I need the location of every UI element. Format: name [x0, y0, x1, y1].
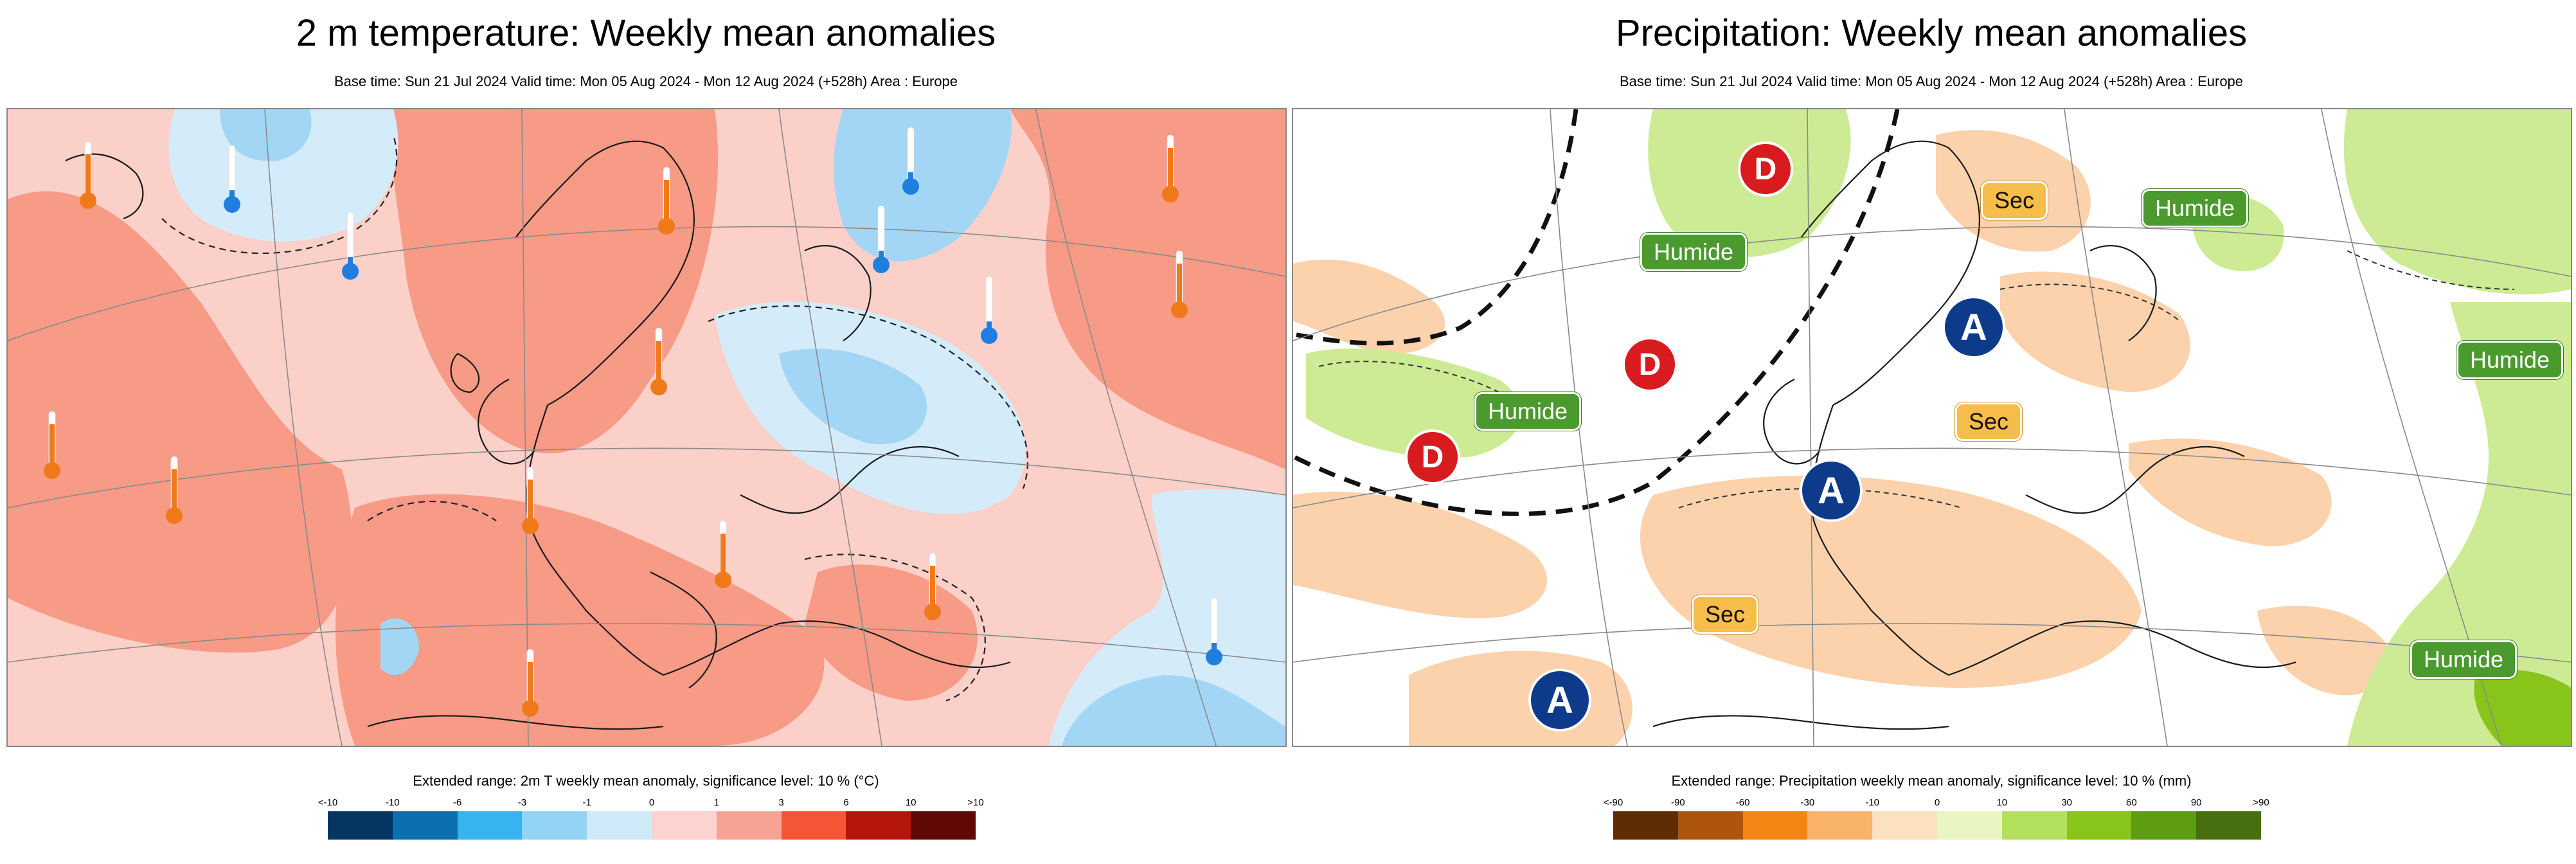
cold-thermometer-icon [981, 276, 997, 344]
legend-swatch [328, 811, 393, 840]
legend-swatch [1936, 811, 2002, 840]
humide-label: Humide [2456, 341, 2564, 379]
warm-thermometer-icon [715, 521, 731, 588]
legend-swatch [2001, 811, 2067, 840]
legend-swatch [1613, 811, 1678, 840]
depression-marker: D [1405, 429, 1460, 485]
warm-thermometer-icon [166, 456, 183, 524]
legend-tick-label: 1 [713, 797, 719, 808]
sec-label: Sec [1981, 181, 2048, 220]
legend-tick-label: 10 [905, 797, 917, 808]
cold-thermometer-icon [1206, 598, 1222, 665]
warm-thermometer-icon [522, 467, 539, 534]
legend-tick-label: 60 [2126, 797, 2137, 808]
legend-tick-label: >90 [2253, 797, 2269, 808]
precipitation-legend: <-90 -90 -60 -30 -10 0 10 30 60 90 >90 [1604, 797, 2269, 842]
warm-thermometer-icon [650, 328, 667, 395]
legend-tick-label: -1 [582, 797, 591, 808]
legend-swatch [846, 811, 911, 840]
temperature-map-svg [8, 109, 1285, 746]
legend-swatch [1742, 811, 1808, 840]
cold-thermometer-icon [224, 145, 240, 213]
sec-label: Sec [1955, 402, 2023, 441]
legend-tick-label: 0 [648, 797, 655, 808]
depression-marker: D [1738, 141, 1793, 197]
legend-swatch [522, 811, 587, 840]
sec-label: Sec [1692, 595, 1759, 634]
temperature-map [6, 108, 1287, 747]
legend-swatch [1872, 811, 1937, 840]
legend-swatch [2066, 811, 2132, 840]
humide-label: Humide [2142, 189, 2249, 228]
cold-thermometer-icon [342, 212, 359, 280]
legend-swatch [2131, 811, 2197, 840]
legend-swatch [392, 811, 458, 840]
anticyclone-marker: A [1528, 669, 1591, 732]
temperature-subtitle: Base time: Sun 21 Jul 2024 Valid time: M… [334, 73, 958, 89]
anticyclone-marker: A [1800, 459, 1863, 522]
humide-label: Humide [1474, 392, 1582, 431]
precipitation-panel: Precipitation: Weekly mean anomalies Bas… [1292, 0, 2576, 864]
legend-tick-label: 3 [778, 797, 784, 808]
legend-swatch [651, 811, 717, 840]
warm-thermometer-icon [1162, 135, 1179, 203]
humide-label: Humide [1640, 233, 1748, 271]
legend-swatch [1677, 811, 1743, 840]
cold-thermometer-icon [873, 206, 890, 273]
warm-thermometer-icon [1171, 251, 1188, 318]
legend-tick-label: -30 [1800, 797, 1815, 808]
warm-thermometer-icon [924, 553, 941, 620]
temperature-legend: <-10 -10 -6 -3 -1 0 1 3 6 10 >10 [318, 797, 984, 842]
legend-tick-label: 10 [1996, 797, 2008, 808]
cold-thermometer-icon [902, 127, 919, 195]
legend-tick-label: -90 [1670, 797, 1685, 808]
legend-swatch [587, 811, 652, 840]
temperature-title: 2 m temperature: Weekly mean anomalies [296, 12, 996, 54]
precipitation-title: Precipitation: Weekly mean anomalies [1615, 12, 2248, 54]
legend-tick-label: -6 [452, 797, 462, 808]
legend-tick-label: <-10 [318, 797, 338, 808]
temperature-panel: 2 m temperature: Weekly mean anomalies B… [6, 0, 1292, 864]
temperature-legend-title: Extended range: 2m T weekly mean anomaly… [413, 773, 879, 789]
legend-swatch [457, 811, 523, 840]
warm-thermometer-icon [522, 649, 539, 717]
legend-tick-label: 0 [1934, 797, 1940, 808]
legend-tick-label: -60 [1735, 797, 1750, 808]
legend-tick-label: -10 [1865, 797, 1880, 808]
legend-swatch [2196, 811, 2261, 840]
warm-thermometer-icon [80, 141, 96, 209]
legend-tick-label: -10 [385, 797, 400, 808]
precipitation-map: Humide Humide Humide Humide Humide Sec S… [1292, 108, 2572, 747]
humide-label: Humide [2410, 640, 2518, 679]
legend-swatch [781, 811, 846, 840]
legend-tick-label: <-90 [1603, 797, 1623, 808]
warm-thermometer-icon [44, 411, 60, 479]
legend-swatch [1807, 811, 1873, 840]
anticyclone-marker: A [1942, 296, 2005, 359]
precipitation-legend-title: Extended range: Precipitation weekly mea… [1671, 773, 2192, 789]
legend-tick-label: >10 [967, 797, 984, 808]
legend-swatch [716, 811, 782, 840]
legend-tick-label: 6 [843, 797, 849, 808]
legend-swatch [911, 811, 976, 840]
legend-tick-label: 30 [2061, 797, 2072, 808]
depression-marker: D [1622, 337, 1677, 392]
legend-tick-label: -3 [517, 797, 527, 808]
legend-tick-label: 90 [2190, 797, 2202, 808]
precipitation-subtitle: Base time: Sun 21 Jul 2024 Valid time: M… [1619, 73, 2244, 89]
warm-thermometer-icon [658, 167, 675, 235]
